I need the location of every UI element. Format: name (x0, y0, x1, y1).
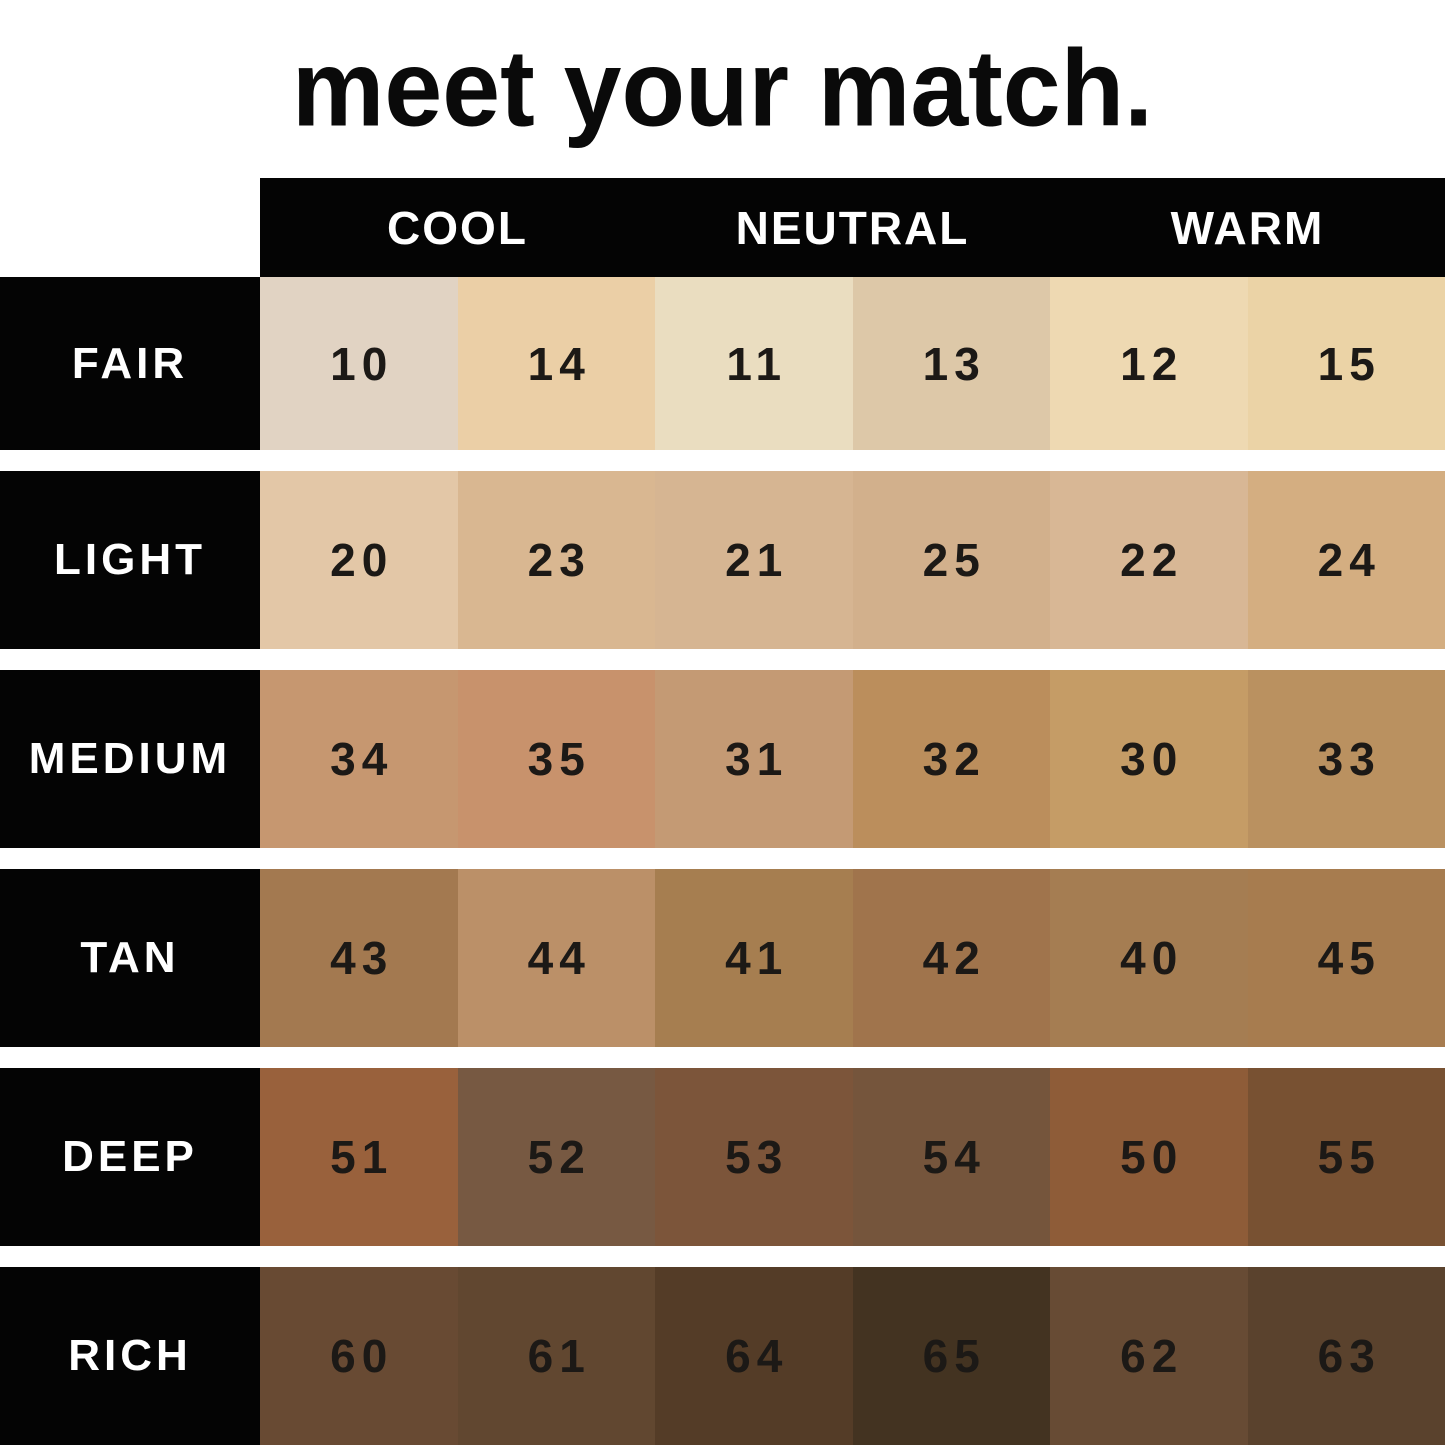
shade-number: 25 (922, 534, 986, 586)
shade-row-deep: DEEP 51 52 53 54 50 55 (0, 1068, 1445, 1246)
swatch-cell-22: 22 (1050, 471, 1248, 649)
swatch-cell-23: 23 (457, 471, 655, 649)
swatch-cell-35: 35 (457, 670, 655, 848)
shade-number: 55 (1317, 1131, 1381, 1183)
shade-number: 10 (330, 337, 394, 390)
shade-number: 40 (1120, 932, 1184, 984)
swatch-cell-13: 13 (852, 277, 1050, 450)
shade-number: 60 (330, 1330, 394, 1382)
shade-number: 34 (330, 733, 394, 785)
shade-number: 51 (330, 1131, 394, 1183)
shade-number: 53 (725, 1131, 789, 1183)
swatch-cell-30: 30 (1050, 670, 1248, 848)
shade-number: 23 (527, 534, 591, 586)
swatch-cell-61: 61 (457, 1267, 655, 1445)
swatch-cell-40: 40 (1050, 869, 1248, 1047)
swatch-cell-34: 34 (260, 670, 458, 848)
swatch-cell-10: 10 (260, 277, 458, 450)
row-label-light: LIGHT (0, 471, 260, 649)
swatch-cell-32: 32 (852, 670, 1050, 848)
page-title: meet your match. (291, 28, 1154, 149)
shade-row-tan: TAN 43 44 41 42 40 45 (0, 869, 1445, 1047)
undertone-header-cool: COOL (387, 201, 528, 254)
shade-number: 15 (1317, 337, 1381, 390)
swatch-cell-51: 51 (260, 1068, 458, 1246)
undertone-header-neutral: NEUTRAL (735, 201, 970, 254)
swatch-cell-43: 43 (260, 869, 458, 1047)
undertone-header-bar: COOL NEUTRAL WARM (260, 178, 1445, 277)
swatch-cell-24: 24 (1247, 471, 1445, 649)
shade-number: 13 (922, 337, 986, 390)
swatch-cell-14: 14 (457, 277, 655, 450)
swatch-cell-21: 21 (655, 471, 853, 649)
shade-number: 54 (922, 1131, 986, 1183)
row-label-rich: RICH (0, 1267, 260, 1445)
shade-number: 24 (1317, 534, 1381, 586)
shade-number: 64 (725, 1330, 789, 1382)
shade-number: 33 (1317, 733, 1381, 785)
title-area: meet your match. (0, 0, 1445, 178)
shade-number: 35 (527, 733, 591, 785)
swatch-cell-20: 20 (260, 471, 458, 649)
swatch-cell-50: 50 (1050, 1068, 1248, 1246)
swatch-cell-42: 42 (852, 869, 1050, 1047)
header-spacer (0, 178, 260, 277)
shade-number: 30 (1120, 733, 1184, 785)
shade-number: 52 (527, 1131, 591, 1183)
shade-number: 21 (725, 534, 789, 586)
shade-number: 65 (922, 1330, 986, 1382)
shade-number: 20 (330, 534, 394, 586)
row-label-deep: DEEP (0, 1068, 260, 1246)
shade-row-rich: RICH 60 61 64 65 62 63 (0, 1267, 1445, 1445)
swatch-cell-63: 63 (1247, 1267, 1445, 1445)
shade-number: 50 (1120, 1131, 1184, 1183)
shade-number: 44 (527, 932, 591, 984)
row-label-fair: FAIR (0, 277, 260, 450)
shade-number: 61 (527, 1330, 591, 1382)
swatch-cell-60: 60 (260, 1267, 458, 1445)
swatch-cell-55: 55 (1247, 1068, 1445, 1246)
shade-number: 11 (726, 337, 788, 390)
shade-row-fair: FAIR 10 14 11 13 12 15 (0, 277, 1445, 450)
swatch-cell-33: 33 (1247, 670, 1445, 848)
shade-number: 43 (330, 932, 394, 984)
swatch-cell-45: 45 (1247, 869, 1445, 1047)
swatch-cell-11: 11 (655, 277, 853, 450)
row-label-tan: TAN (0, 869, 260, 1047)
shade-number: 45 (1317, 932, 1381, 984)
swatch-cell-15: 15 (1247, 277, 1445, 450)
shade-rows: FAIR 10 14 11 13 12 15 LIGHT 20 23 21 25 22 24 MEDIUM 3… (0, 277, 1445, 1445)
shade-number: 22 (1120, 534, 1184, 586)
shade-number: 14 (527, 337, 591, 390)
shade-number: 31 (725, 733, 789, 785)
swatch-cell-52: 52 (457, 1068, 655, 1246)
shade-number: 42 (922, 932, 986, 984)
swatch-cell-31: 31 (655, 670, 853, 848)
swatch-cell-12: 12 (1050, 277, 1248, 450)
swatch-cell-25: 25 (852, 471, 1050, 649)
row-label-medium: MEDIUM (0, 670, 260, 848)
shade-row-medium: MEDIUM 34 35 31 32 30 33 (0, 670, 1445, 848)
undertone-header-row: COOL NEUTRAL WARM (0, 178, 1445, 277)
shade-number: 41 (725, 932, 789, 984)
swatch-cell-41: 41 (655, 869, 853, 1047)
shade-row-light: LIGHT 20 23 21 25 22 24 (0, 471, 1445, 649)
swatch-cell-53: 53 (655, 1068, 853, 1246)
swatch-cell-62: 62 (1050, 1267, 1248, 1445)
swatch-cell-64: 64 (655, 1267, 853, 1445)
undertone-header-warm: WARM (1170, 201, 1325, 254)
shade-number: 32 (922, 733, 986, 785)
shade-number: 62 (1120, 1330, 1184, 1382)
swatch-cell-44: 44 (457, 869, 655, 1047)
shade-number: 12 (1120, 337, 1184, 390)
swatch-cell-54: 54 (852, 1068, 1050, 1246)
swatch-cell-65: 65 (852, 1267, 1050, 1445)
shade-number: 63 (1317, 1330, 1381, 1382)
